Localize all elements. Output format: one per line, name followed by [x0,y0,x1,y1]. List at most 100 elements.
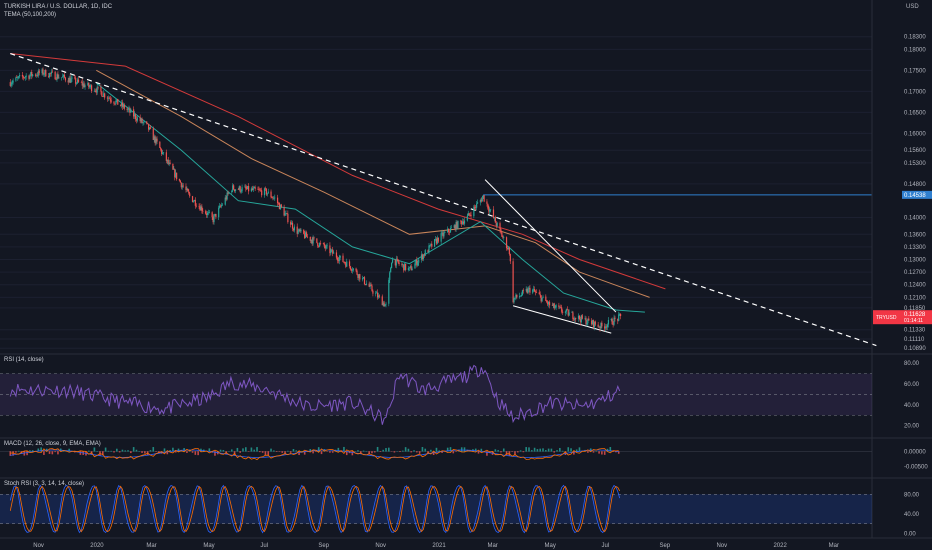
candle-body [198,206,200,207]
time-axis[interactable]: Nov 2020 Mar May Jul Sep Nov 2021 Mar May Jul Sep No… [33,543,839,549]
candle-body [276,197,279,204]
price-tick-label: 0.13000 [904,258,926,264]
candle-body [466,215,468,221]
candle-body [240,191,242,192]
macd-histogram-bar [402,450,404,452]
price-tick-label: 0.16000 [904,131,926,137]
candle-body [148,127,151,130]
candle-body [191,196,194,203]
candle-body [337,260,339,262]
macd-histogram-bar [40,447,42,452]
candle-body [580,315,582,323]
rsi-indicator-label[interactable]: RSI (14, close) [4,357,44,363]
macd-histogram-bar [452,451,455,454]
macd-histogram-bar [550,448,553,452]
macd-histogram-bar [208,448,211,452]
candle-body [37,70,39,76]
candle-body [345,263,347,267]
candle-body [562,311,564,313]
macd-histogram-bar [270,448,272,452]
candle-body [211,212,213,218]
candle-body [331,249,333,251]
candle-body [317,242,319,247]
candle-body [162,152,164,154]
candle-body [351,270,353,271]
candle-body [519,296,521,298]
macd-histogram-bar [219,449,222,452]
macd-histogram-bar [295,450,298,452]
candle-body [194,200,196,206]
macd-histogram-bar [603,451,606,455]
candle-body [225,197,227,200]
macd-histogram-bar [399,451,401,453]
stoch-rsi-indicator-label[interactable]: Stoch RSI (3, 3, 14, 14, close) [4,481,85,487]
rsi-tick-label: 80.00 [904,361,920,367]
candle-body [214,213,216,216]
macd-histogram-bar [514,451,516,456]
macd-histogram-bar [62,450,65,452]
candle-body [149,127,152,129]
macd-histogram-bar [191,451,194,453]
macd-indicator-label[interactable]: MACD (12, 26, close, 9, EMA, EMA) [4,441,101,447]
macd-histogram-bar [57,451,59,455]
price-tick-label: 0.12700 [904,270,926,276]
macd-histogram-bar [519,450,522,452]
macd-histogram-bar [93,447,96,452]
candle-body [221,204,224,206]
macd-histogram-bar [486,451,488,456]
candle-body [554,307,556,309]
candle-body [30,71,32,76]
macd-histogram-bar [116,448,118,452]
price-tick-label: 0.11330 [904,328,926,334]
candle-body [411,268,413,271]
candle-body [189,193,191,197]
macd-histogram-bar [194,451,197,455]
candle-body [142,122,144,124]
candle-body [309,236,311,241]
macd-histogram-bar [239,451,241,453]
price-axis[interactable]: 0.18300 0.18000 0.17500 0.17000 0.16500 0.160… [871,0,932,538]
candle-body [346,261,348,267]
tema-indicator-label[interactable]: TEMA (50,100,200) [4,12,57,18]
macd-pane[interactable]: 0.00000 -0.00500 [0,446,928,471]
macd-tick-label: 0.00000 [904,449,926,455]
candle-body [494,217,496,223]
candle-body [205,213,208,215]
macd-histogram-bar [135,449,138,452]
currency-label: USD [906,4,919,10]
candle-body [18,76,20,78]
candle-body [605,326,608,328]
candle-body [457,220,459,229]
candle-body [11,82,13,84]
candle-body [106,97,109,99]
candle-body [291,222,293,225]
macd-histogram-bar [110,450,113,452]
price-overlays [10,52,877,347]
candle-body [260,189,262,191]
candle-body [423,254,425,256]
stoch-rsi-pane[interactable]: 80.00 40.00 0.00 [0,484,920,538]
candle-body [273,197,275,199]
candle-body [181,185,183,188]
rsi-tick-label: 60.00 [904,382,920,388]
candle-body [24,76,26,78]
macd-histogram-bar [31,450,34,452]
candle-body [475,207,477,208]
macd-histogram-bar [345,451,348,456]
rsi-pane[interactable]: 80.00 60.00 40.00 20.00 [0,361,920,430]
candle-body [395,258,397,266]
candle-body [192,201,195,203]
candle-body [305,232,308,237]
candle-body [507,247,510,250]
candle-body [545,296,547,302]
macd-histogram-bar [177,448,180,452]
candle-body [502,236,504,238]
candle-body [84,85,86,88]
candle-body [473,206,475,217]
candle-body [233,185,235,190]
candle-body [113,101,115,104]
macd-histogram-bar [149,450,152,452]
candle-body [34,74,37,76]
candle-body [76,79,79,83]
